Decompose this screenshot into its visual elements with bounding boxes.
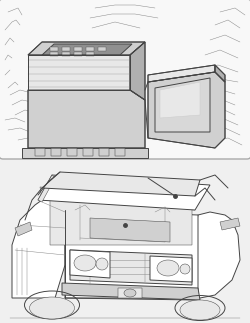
Ellipse shape	[180, 264, 190, 274]
Bar	[99, 148, 109, 156]
Polygon shape	[28, 42, 145, 55]
FancyBboxPatch shape	[0, 0, 250, 159]
Polygon shape	[50, 200, 192, 245]
Bar	[74, 52, 82, 56]
Polygon shape	[28, 90, 145, 148]
Bar	[98, 47, 106, 51]
Bar	[0, 165, 250, 323]
Polygon shape	[155, 78, 210, 132]
Bar	[118, 288, 142, 298]
Polygon shape	[148, 65, 215, 82]
Ellipse shape	[124, 289, 136, 297]
Polygon shape	[38, 175, 210, 210]
Polygon shape	[40, 187, 195, 210]
Ellipse shape	[157, 260, 179, 276]
Polygon shape	[215, 65, 225, 82]
Bar	[35, 148, 45, 156]
Polygon shape	[22, 148, 148, 158]
Bar	[74, 47, 82, 51]
Bar	[83, 148, 93, 156]
Polygon shape	[70, 250, 192, 285]
Polygon shape	[148, 72, 225, 148]
Bar	[50, 47, 58, 51]
Polygon shape	[220, 218, 240, 230]
Polygon shape	[90, 218, 170, 242]
Polygon shape	[70, 250, 110, 278]
Polygon shape	[38, 175, 55, 202]
Polygon shape	[12, 200, 65, 298]
Bar	[62, 52, 70, 56]
Ellipse shape	[96, 258, 108, 270]
Bar	[50, 52, 58, 56]
Polygon shape	[42, 172, 200, 196]
Ellipse shape	[74, 255, 96, 271]
Bar	[67, 148, 77, 156]
Ellipse shape	[30, 297, 74, 319]
Bar	[51, 148, 61, 156]
Polygon shape	[42, 44, 132, 55]
Polygon shape	[130, 42, 145, 100]
Bar	[115, 148, 125, 156]
Bar	[86, 47, 94, 51]
Polygon shape	[150, 256, 192, 282]
Polygon shape	[15, 222, 32, 236]
Polygon shape	[62, 283, 200, 300]
Polygon shape	[28, 55, 130, 90]
Bar	[86, 52, 94, 56]
Polygon shape	[195, 212, 240, 298]
Bar	[62, 47, 70, 51]
Polygon shape	[65, 210, 198, 298]
Polygon shape	[160, 82, 200, 118]
Ellipse shape	[180, 300, 220, 320]
